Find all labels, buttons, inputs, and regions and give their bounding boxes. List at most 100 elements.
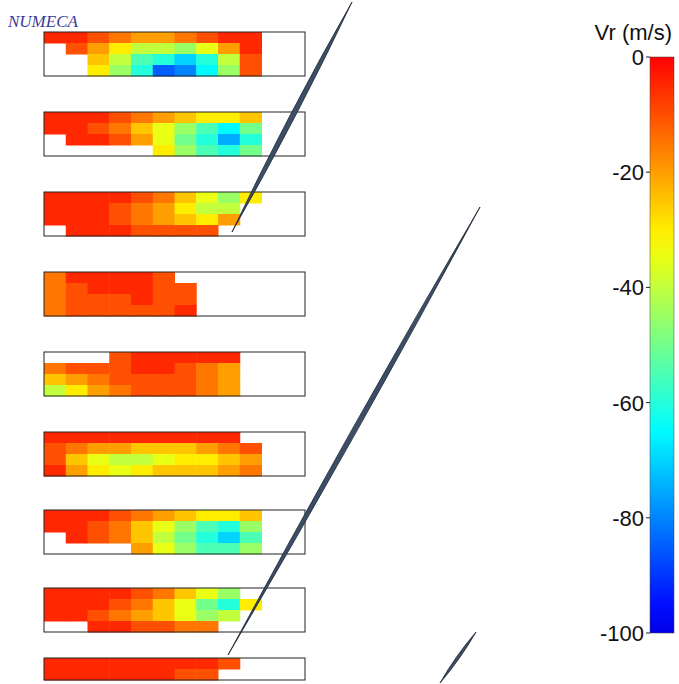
cell [131, 599, 153, 611]
cell [109, 443, 131, 455]
slice-outline [44, 352, 305, 396]
cell [88, 532, 110, 544]
cell [131, 352, 153, 364]
cell [218, 543, 240, 555]
cell [175, 305, 197, 317]
cell [131, 610, 153, 622]
slice [44, 112, 305, 157]
cell [175, 443, 197, 455]
slice [44, 32, 305, 77]
cell [66, 599, 88, 611]
cell [175, 465, 197, 477]
cell [175, 123, 197, 135]
cell [88, 669, 110, 681]
colorbar-label: 0 [632, 45, 644, 70]
cell [66, 374, 88, 386]
cell [153, 32, 175, 44]
blade [232, 2, 352, 232]
cell [66, 283, 88, 295]
cell [109, 283, 131, 295]
cell [131, 658, 153, 670]
figure: NUMECA0-20-40-60-80-100Vr (m/s) [0, 0, 679, 684]
slice-outline [44, 588, 305, 632]
slice-outline [44, 192, 305, 236]
cell [88, 610, 110, 622]
cell [88, 123, 110, 135]
cell [131, 510, 153, 522]
cell [175, 54, 197, 66]
cell [109, 385, 131, 397]
cell [66, 658, 88, 670]
cell [109, 43, 131, 55]
cell [44, 510, 66, 522]
cell [153, 145, 175, 157]
cell [88, 454, 110, 466]
cell [66, 432, 88, 444]
cell [109, 374, 131, 386]
cell [240, 134, 262, 146]
cell [153, 272, 175, 284]
slice [44, 658, 305, 681]
cell [88, 363, 110, 375]
cell [66, 294, 88, 306]
cell [196, 465, 218, 477]
cell [88, 510, 110, 522]
cell [44, 305, 66, 317]
cell [153, 465, 175, 477]
cell [240, 521, 262, 533]
cell [175, 214, 197, 226]
cell [88, 432, 110, 444]
cell [88, 214, 110, 226]
cell [153, 214, 175, 226]
cell [153, 363, 175, 375]
cell [218, 112, 240, 124]
cell [175, 588, 197, 600]
cell [175, 621, 197, 633]
cell [88, 294, 110, 306]
colorbar-label: -20 [612, 160, 644, 185]
cell [218, 465, 240, 477]
cell [196, 32, 218, 44]
cell [175, 432, 197, 444]
cell [240, 112, 262, 124]
cell [196, 214, 218, 226]
cell [153, 443, 175, 455]
slice [44, 272, 305, 317]
cell [175, 658, 197, 670]
cell [109, 610, 131, 622]
cell [218, 532, 240, 544]
cell [88, 272, 110, 284]
cell [131, 305, 153, 317]
cell [109, 305, 131, 317]
cell [109, 588, 131, 600]
cell [44, 521, 66, 533]
watermark: NUMECA [7, 12, 79, 31]
cell [66, 385, 88, 397]
cell [196, 521, 218, 533]
cell [240, 145, 262, 157]
cell [218, 32, 240, 44]
cell [66, 272, 88, 284]
cell [131, 43, 153, 55]
cell [131, 543, 153, 555]
cell [240, 532, 262, 544]
cell [175, 510, 197, 522]
colorbar-tick [646, 287, 650, 288]
cell [109, 363, 131, 375]
cell [66, 610, 88, 622]
cell [153, 112, 175, 124]
cell [175, 192, 197, 204]
cell [88, 65, 110, 77]
cell [44, 214, 66, 226]
cell [44, 112, 66, 124]
cell [88, 225, 110, 237]
cell [175, 225, 197, 237]
cell [175, 203, 197, 215]
colorbar-tick [646, 57, 650, 58]
colorbar-label: -100 [600, 621, 644, 646]
cell [196, 352, 218, 364]
cell [240, 454, 262, 466]
cell [109, 669, 131, 681]
cell [44, 443, 66, 455]
cell [109, 192, 131, 204]
